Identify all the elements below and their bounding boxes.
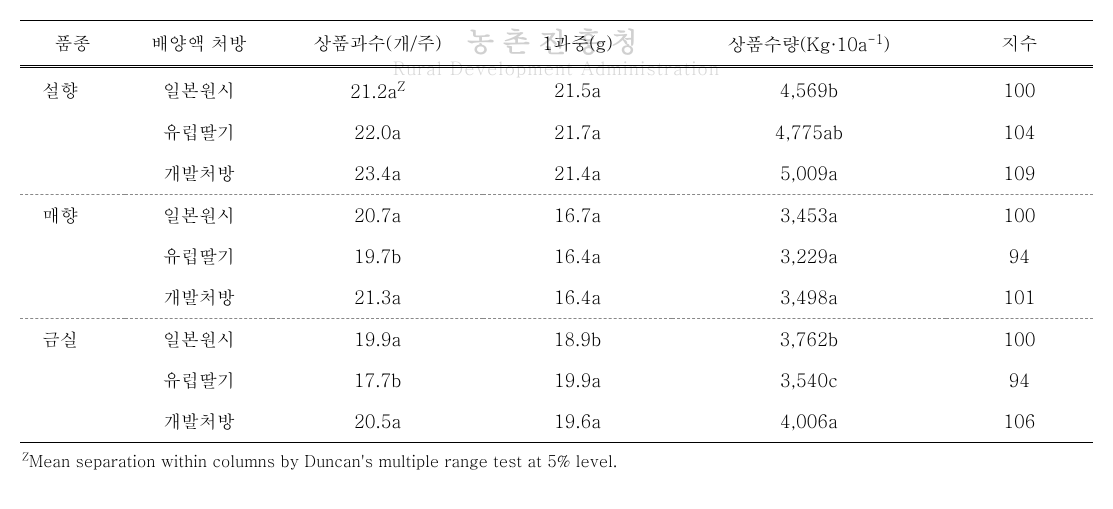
cell-variety: 매향 (20, 195, 125, 237)
cell-treatment: 일본원시 (125, 195, 272, 237)
cell-yield: 5,009a (672, 153, 946, 195)
cell-index: 94 (946, 236, 1093, 277)
cell-variety (20, 236, 125, 277)
cell-fruit-weight: 21.7a (483, 112, 672, 153)
data-table: 품종 배양액 처방 상품과수(개/주) 1과중(g) 상품수량(Kg·10a-1… (20, 20, 1093, 443)
header-fruit-weight: 1과중(g) (483, 21, 672, 67)
cell-fruit-weight: 16.7a (483, 195, 672, 237)
cell-variety: 금실 (20, 319, 125, 361)
footnote: ZMean separation within columns by Dunca… (20, 449, 1093, 472)
cell-index: 109 (946, 153, 1093, 195)
cell-index: 100 (946, 67, 1093, 113)
cell-yield: 3,453a (672, 195, 946, 237)
cell-yield: 3,762b (672, 319, 946, 361)
cell-fruit-weight: 19.9a (483, 360, 672, 401)
table-row: 매향일본원시20.7a16.7a3,453a100 (20, 195, 1093, 237)
cell-index: 106 (946, 401, 1093, 443)
table-header-row: 품종 배양액 처방 상품과수(개/주) 1과중(g) 상품수량(Kg·10a-1… (20, 21, 1093, 67)
header-index: 지수 (946, 21, 1093, 67)
table-row: 설향일본원시21.2aZ21.5a4,569b100 (20, 67, 1093, 113)
cell-fruit-count: 21.3a (272, 277, 482, 319)
cell-variety (20, 277, 125, 319)
table-row: 개발처방20.5a19.6a4,006a106 (20, 401, 1093, 443)
header-treatment: 배양액 처방 (125, 21, 272, 67)
cell-yield: 3,540c (672, 360, 946, 401)
cell-treatment: 개발처방 (125, 153, 272, 195)
cell-fruit-count-sup: Z (397, 76, 405, 95)
cell-variety: 설향 (20, 67, 125, 113)
cell-index: 94 (946, 360, 1093, 401)
cell-treatment: 일본원시 (125, 67, 272, 113)
table-row: 유럽딸기17.7b19.9a3,540c94 (20, 360, 1093, 401)
cell-index: 101 (946, 277, 1093, 319)
header-yield-sup: -1 (868, 29, 884, 48)
cell-fruit-weight: 16.4a (483, 277, 672, 319)
cell-treatment: 개발처방 (125, 277, 272, 319)
cell-variety (20, 401, 125, 443)
cell-fruit-count: 20.5a (272, 401, 482, 443)
cell-treatment: 유럽딸기 (125, 360, 272, 401)
cell-fruit-count: 19.7b (272, 236, 482, 277)
table-row: 유럽딸기19.7b16.4a3,229a94 (20, 236, 1093, 277)
cell-fruit-count: 17.7b (272, 360, 482, 401)
cell-fruit-count: 21.2aZ (272, 67, 482, 113)
header-yield-post: ) (883, 32, 890, 57)
cell-variety (20, 360, 125, 401)
cell-fruit-count: 20.7a (272, 195, 482, 237)
header-variety: 품종 (20, 21, 125, 67)
cell-treatment: 유럽딸기 (125, 236, 272, 277)
cell-index: 104 (946, 112, 1093, 153)
cell-treatment: 개발처방 (125, 401, 272, 443)
cell-yield: 4,775ab (672, 112, 946, 153)
cell-variety (20, 112, 125, 153)
cell-fruit-count: 22.0a (272, 112, 482, 153)
cell-yield: 4,006a (672, 401, 946, 443)
cell-index: 100 (946, 195, 1093, 237)
cell-fruit-weight: 19.6a (483, 401, 672, 443)
table-row: 유럽딸기22.0a21.7a4,775ab104 (20, 112, 1093, 153)
cell-treatment: 일본원시 (125, 319, 272, 361)
table-row: 금실일본원시19.9a18.9b3,762b100 (20, 319, 1093, 361)
cell-variety (20, 153, 125, 195)
footnote-text: Mean separation within columns by Duncan… (29, 449, 618, 472)
cell-yield: 4,569b (672, 67, 946, 113)
footnote-sup: Z (22, 450, 29, 465)
cell-fruit-count: 23.4a (272, 153, 482, 195)
cell-fruit-count: 19.9a (272, 319, 482, 361)
table-row: 개발처방21.3a16.4a3,498a101 (20, 277, 1093, 319)
table-row: 개발처방23.4a21.4a5,009a109 (20, 153, 1093, 195)
cell-fruit-weight: 16.4a (483, 236, 672, 277)
cell-yield: 3,498a (672, 277, 946, 319)
header-fruit-count: 상품과수(개/주) (272, 21, 482, 67)
cell-fruit-weight: 21.5a (483, 67, 672, 113)
cell-fruit-weight: 21.4a (483, 153, 672, 195)
cell-index: 100 (946, 319, 1093, 361)
header-yield: 상품수량(Kg·10a-1) (672, 21, 946, 67)
cell-yield: 3,229a (672, 236, 946, 277)
cell-treatment: 유럽딸기 (125, 112, 272, 153)
header-yield-pre: 상품수량(Kg·10a (728, 32, 868, 57)
cell-fruit-weight: 18.9b (483, 319, 672, 361)
table-body: 설향일본원시21.2aZ21.5a4,569b100유럽딸기22.0a21.7a… (20, 67, 1093, 443)
